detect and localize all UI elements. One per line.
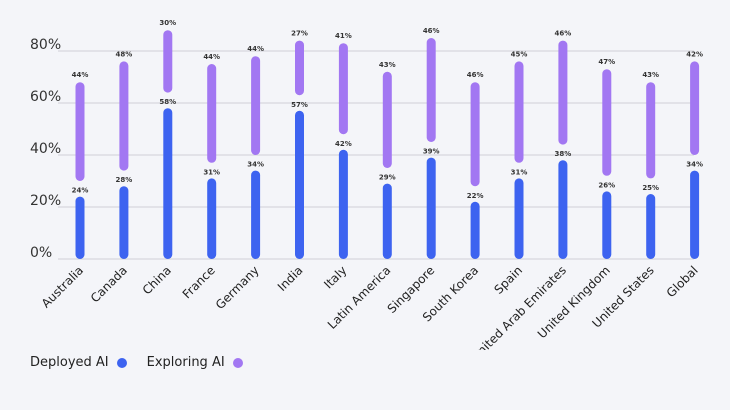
data-label-exploring: 45%: [511, 50, 528, 58]
bar-deployed: [558, 160, 568, 259]
bar-exploring: [514, 61, 524, 163]
data-label-deployed: 38%: [555, 150, 572, 158]
bar-deployed: [338, 149, 348, 259]
bar-deployed: [690, 170, 700, 259]
data-label-exploring: 48%: [116, 50, 133, 58]
x-tick-label: France: [180, 263, 218, 301]
bar-deployed: [75, 196, 85, 259]
data-label-exploring: 43%: [379, 61, 396, 69]
bar-deployed: [251, 170, 261, 259]
legend-label-deployed: Deployed AI: [30, 355, 109, 370]
bar-deployed: [207, 178, 217, 259]
data-label-exploring: 41%: [335, 32, 352, 40]
data-label-exploring: 47%: [598, 58, 615, 66]
data-label-deployed: 42%: [335, 140, 352, 148]
bar-exploring: [295, 40, 304, 96]
data-label-deployed: 29%: [379, 174, 396, 182]
data-label-exploring: 46%: [555, 30, 572, 38]
y-tick-label: 80%: [30, 37, 61, 53]
bar-exploring: [470, 82, 480, 187]
bar-exploring: [382, 71, 392, 168]
data-label-exploring: 27%: [291, 30, 308, 38]
data-label-exploring: 46%: [467, 71, 484, 79]
x-tick-label: Germany: [213, 263, 262, 312]
legend: Deployed AI Exploring AI: [30, 355, 263, 370]
y-tick-label: 40%: [30, 141, 61, 157]
bar-exploring: [426, 38, 436, 142]
bar-exploring: [75, 82, 85, 181]
data-label-deployed: 31%: [511, 168, 528, 176]
data-label-deployed: 58%: [159, 98, 176, 106]
x-tick-label: Global: [664, 263, 701, 300]
data-label-exploring: 44%: [203, 53, 220, 61]
bar-exploring: [163, 30, 173, 93]
data-label-deployed: 34%: [686, 161, 703, 169]
data-label-deployed: 24%: [72, 187, 89, 195]
data-label-exploring: 30%: [159, 19, 176, 27]
bar-exploring: [207, 64, 217, 163]
data-label-deployed: 25%: [642, 184, 659, 192]
bar-deployed: [426, 157, 436, 259]
data-label-exploring: 44%: [247, 45, 264, 53]
x-tick-label: India: [275, 263, 306, 294]
data-label-deployed: 28%: [116, 176, 133, 184]
bar-deployed: [295, 110, 304, 259]
data-label-deployed: 31%: [203, 168, 220, 176]
legend-dot-deployed: [116, 357, 127, 368]
data-label-exploring: 44%: [72, 71, 89, 79]
bar-deployed: [119, 186, 129, 259]
bar-deployed: [514, 178, 524, 259]
data-label-deployed: 22%: [467, 192, 484, 200]
bar-exploring: [646, 82, 656, 179]
bar-exploring: [119, 61, 129, 171]
data-label-exploring: 43%: [642, 71, 659, 79]
data-label-exploring: 46%: [423, 27, 440, 35]
x-tick-label: Spain: [492, 263, 526, 297]
bar-exploring: [251, 56, 261, 156]
bar-deployed: [382, 183, 392, 259]
stacked-bar-chart: 0% 20% 40% 60% 80% 24% 44% Australia 28% 48% Canad…: [30, 19, 703, 350]
data-label-deployed: 57%: [291, 101, 308, 109]
bar-deployed: [163, 108, 173, 259]
y-tick-label: 0%: [30, 245, 52, 261]
data-label-exploring: 42%: [686, 50, 703, 58]
y-tick-label: 20%: [30, 193, 61, 209]
data-label-deployed: 34%: [247, 161, 264, 169]
legend-label-exploring: Exploring AI: [146, 355, 225, 370]
bar-exploring: [558, 40, 568, 145]
bar-exploring: [602, 69, 612, 176]
x-tick-label: China: [140, 263, 174, 297]
x-tick-label: Canada: [88, 263, 130, 305]
legend-dot-exploring: [232, 357, 243, 368]
bar-deployed: [602, 191, 612, 259]
bar-deployed: [646, 194, 656, 259]
data-label-deployed: 39%: [423, 148, 440, 156]
bar-exploring: [338, 43, 348, 135]
x-tick-label: Italy: [321, 263, 349, 291]
x-tick-label: Australia: [39, 263, 86, 310]
bar-exploring: [690, 61, 700, 155]
data-label-deployed: 26%: [598, 181, 615, 189]
y-tick-label: 60%: [30, 89, 61, 105]
bar-deployed: [470, 201, 480, 259]
